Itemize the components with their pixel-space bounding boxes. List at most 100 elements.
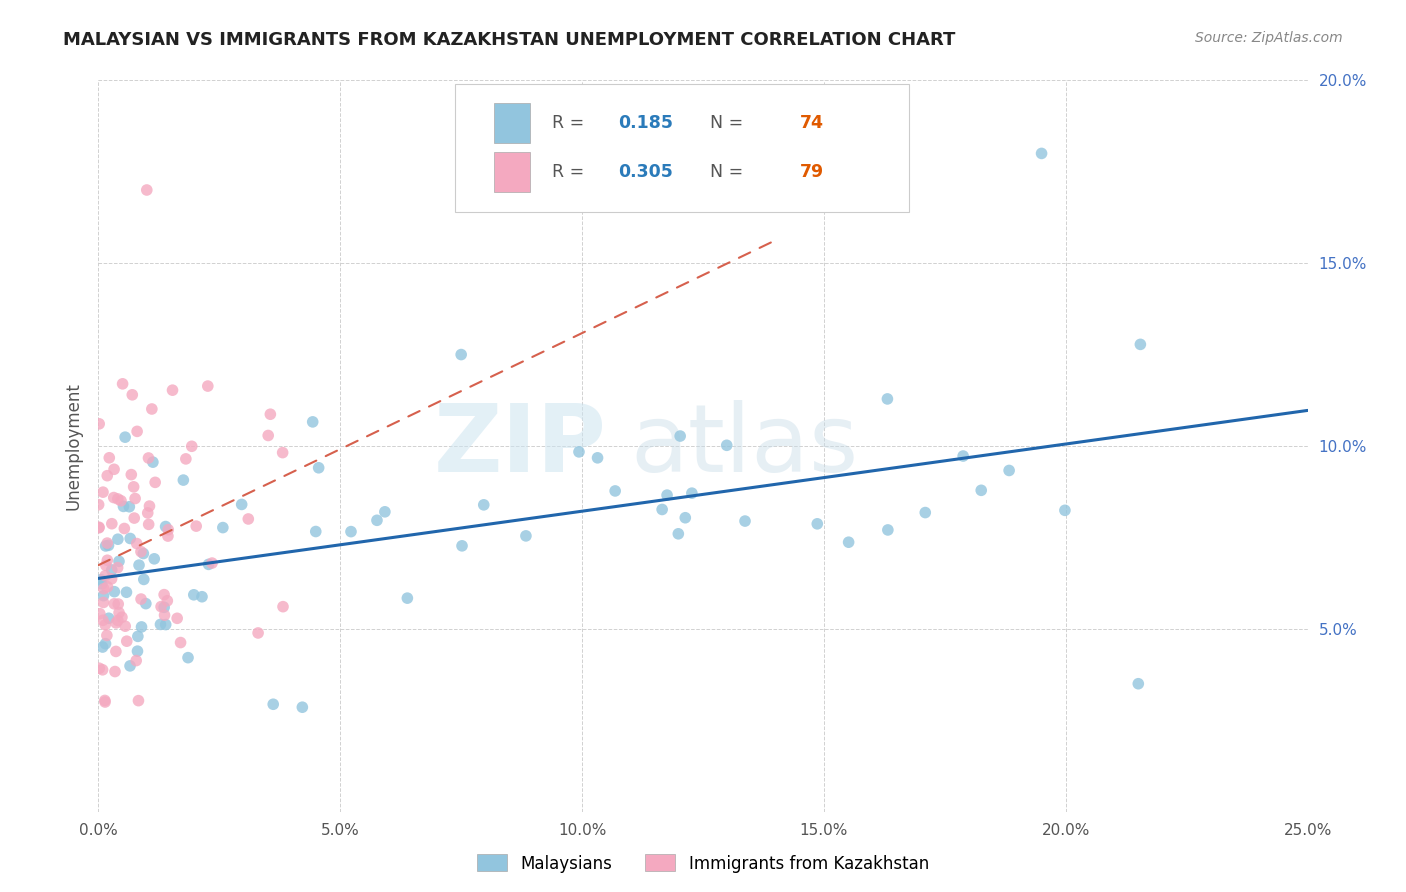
Point [150,599,173,614]
Point [128,558,150,573]
Point [914,506,936,520]
Point [149,617,172,632]
Point [180,439,202,453]
Text: 0.185: 0.185 [619,113,673,132]
Text: 79: 79 [800,162,824,181]
Point [374,505,396,519]
Point [153,588,176,602]
Point [141,402,163,417]
Point [169,635,191,649]
Point [998,463,1021,477]
Point [191,590,214,604]
Point [129,592,152,607]
Point [127,693,149,707]
Point [568,445,591,459]
Text: Source: ZipAtlas.com: Source: ZipAtlas.com [1195,31,1343,45]
Point [340,524,363,539]
Point [94,539,117,553]
Point [107,614,129,628]
Point [132,547,155,561]
Point [104,665,127,679]
Point [107,560,129,574]
Point [451,539,474,553]
Point [1128,676,1150,690]
Point [174,451,197,466]
Point [305,524,328,539]
Point [121,388,143,402]
Point [112,521,135,535]
Point [138,499,160,513]
Point [96,536,118,550]
Point [118,658,141,673]
Point [91,663,114,677]
Text: 74: 74 [800,113,824,132]
Point [156,529,179,543]
Text: 0.305: 0.305 [619,162,673,181]
Point [138,517,160,532]
Point [107,533,129,547]
Point [472,498,495,512]
Point [129,544,152,558]
Point [97,611,120,625]
Point [91,640,114,654]
Point [87,520,110,534]
Text: N =: N = [699,113,749,132]
Point [111,376,134,391]
Point [301,415,323,429]
Point [89,417,111,431]
Point [94,568,117,582]
Point [98,450,121,465]
Y-axis label: Unemployment: Unemployment [65,382,83,510]
Point [666,526,689,541]
Point [125,536,148,550]
Point [876,392,898,406]
Point [91,613,114,627]
FancyBboxPatch shape [494,152,530,192]
Point [105,615,128,630]
Text: MALAYSIAN VS IMMIGRANTS FROM KAZAKHSTAN UNEMPLOYMENT CORRELATION CHART: MALAYSIAN VS IMMIGRANTS FROM KAZAKHSTAN … [63,31,956,49]
Point [131,620,153,634]
Point [127,425,149,439]
Point [103,597,125,611]
Point [271,445,294,459]
Text: atlas: atlas [630,400,859,492]
Point [177,650,200,665]
Text: R =: R = [551,113,589,132]
Point [93,582,115,596]
Point [197,558,219,572]
Point [651,502,673,516]
Point [142,455,165,469]
Point [450,347,472,362]
Point [108,554,131,568]
Point [94,693,117,707]
Point [1053,503,1076,517]
Point [112,500,135,514]
Point [952,449,974,463]
Point [104,644,127,658]
Point [876,523,898,537]
Point [143,475,166,490]
Point [366,513,388,527]
Point [515,529,537,543]
Point [135,183,157,197]
Point [127,629,149,643]
Point [162,383,184,397]
Point [100,572,122,586]
Point [262,698,284,712]
Point [186,519,208,533]
Point [120,532,142,546]
Point [101,516,124,531]
FancyBboxPatch shape [494,103,530,143]
Point [132,573,155,587]
FancyBboxPatch shape [456,84,908,212]
Text: R =: R = [551,162,589,181]
Point [94,558,117,573]
Point [681,486,703,500]
Point [122,511,145,525]
Point [257,428,280,442]
Point [114,430,136,444]
Point [238,512,260,526]
Point [87,498,110,512]
Point [970,483,993,498]
Point [157,523,180,537]
